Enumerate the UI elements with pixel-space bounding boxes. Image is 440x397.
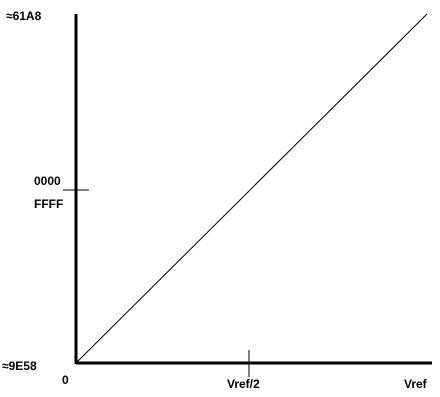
- x-tick-label-1: Vref/2: [227, 377, 260, 391]
- x-tick-label-0: 0: [62, 373, 69, 387]
- series-layer: [75, 13, 428, 364]
- x-tick-label-2: Vref: [404, 377, 428, 391]
- y-tick-label-mid-upper: 0000: [34, 174, 61, 188]
- series-line-0: [75, 13, 428, 364]
- y-tick-label-bottom: ≈9E58: [2, 359, 37, 373]
- y-tick-label-top: ≈61A8: [6, 9, 42, 23]
- y-tick-label-mid-lower: FFFF: [34, 197, 63, 211]
